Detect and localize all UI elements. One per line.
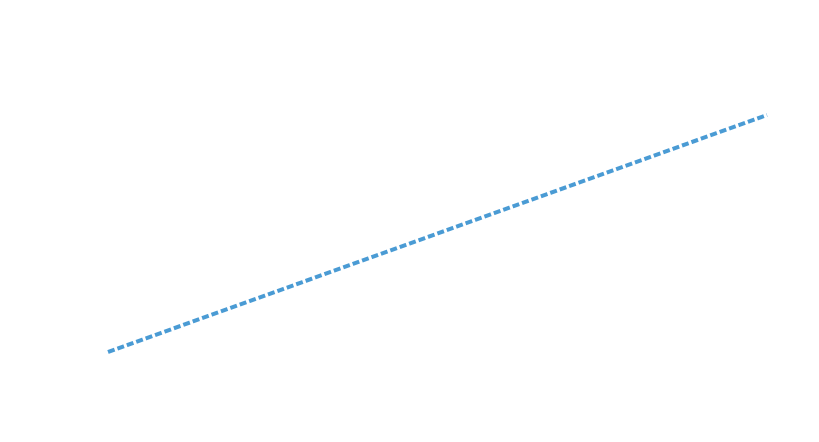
dashed-line [107, 113, 768, 354]
